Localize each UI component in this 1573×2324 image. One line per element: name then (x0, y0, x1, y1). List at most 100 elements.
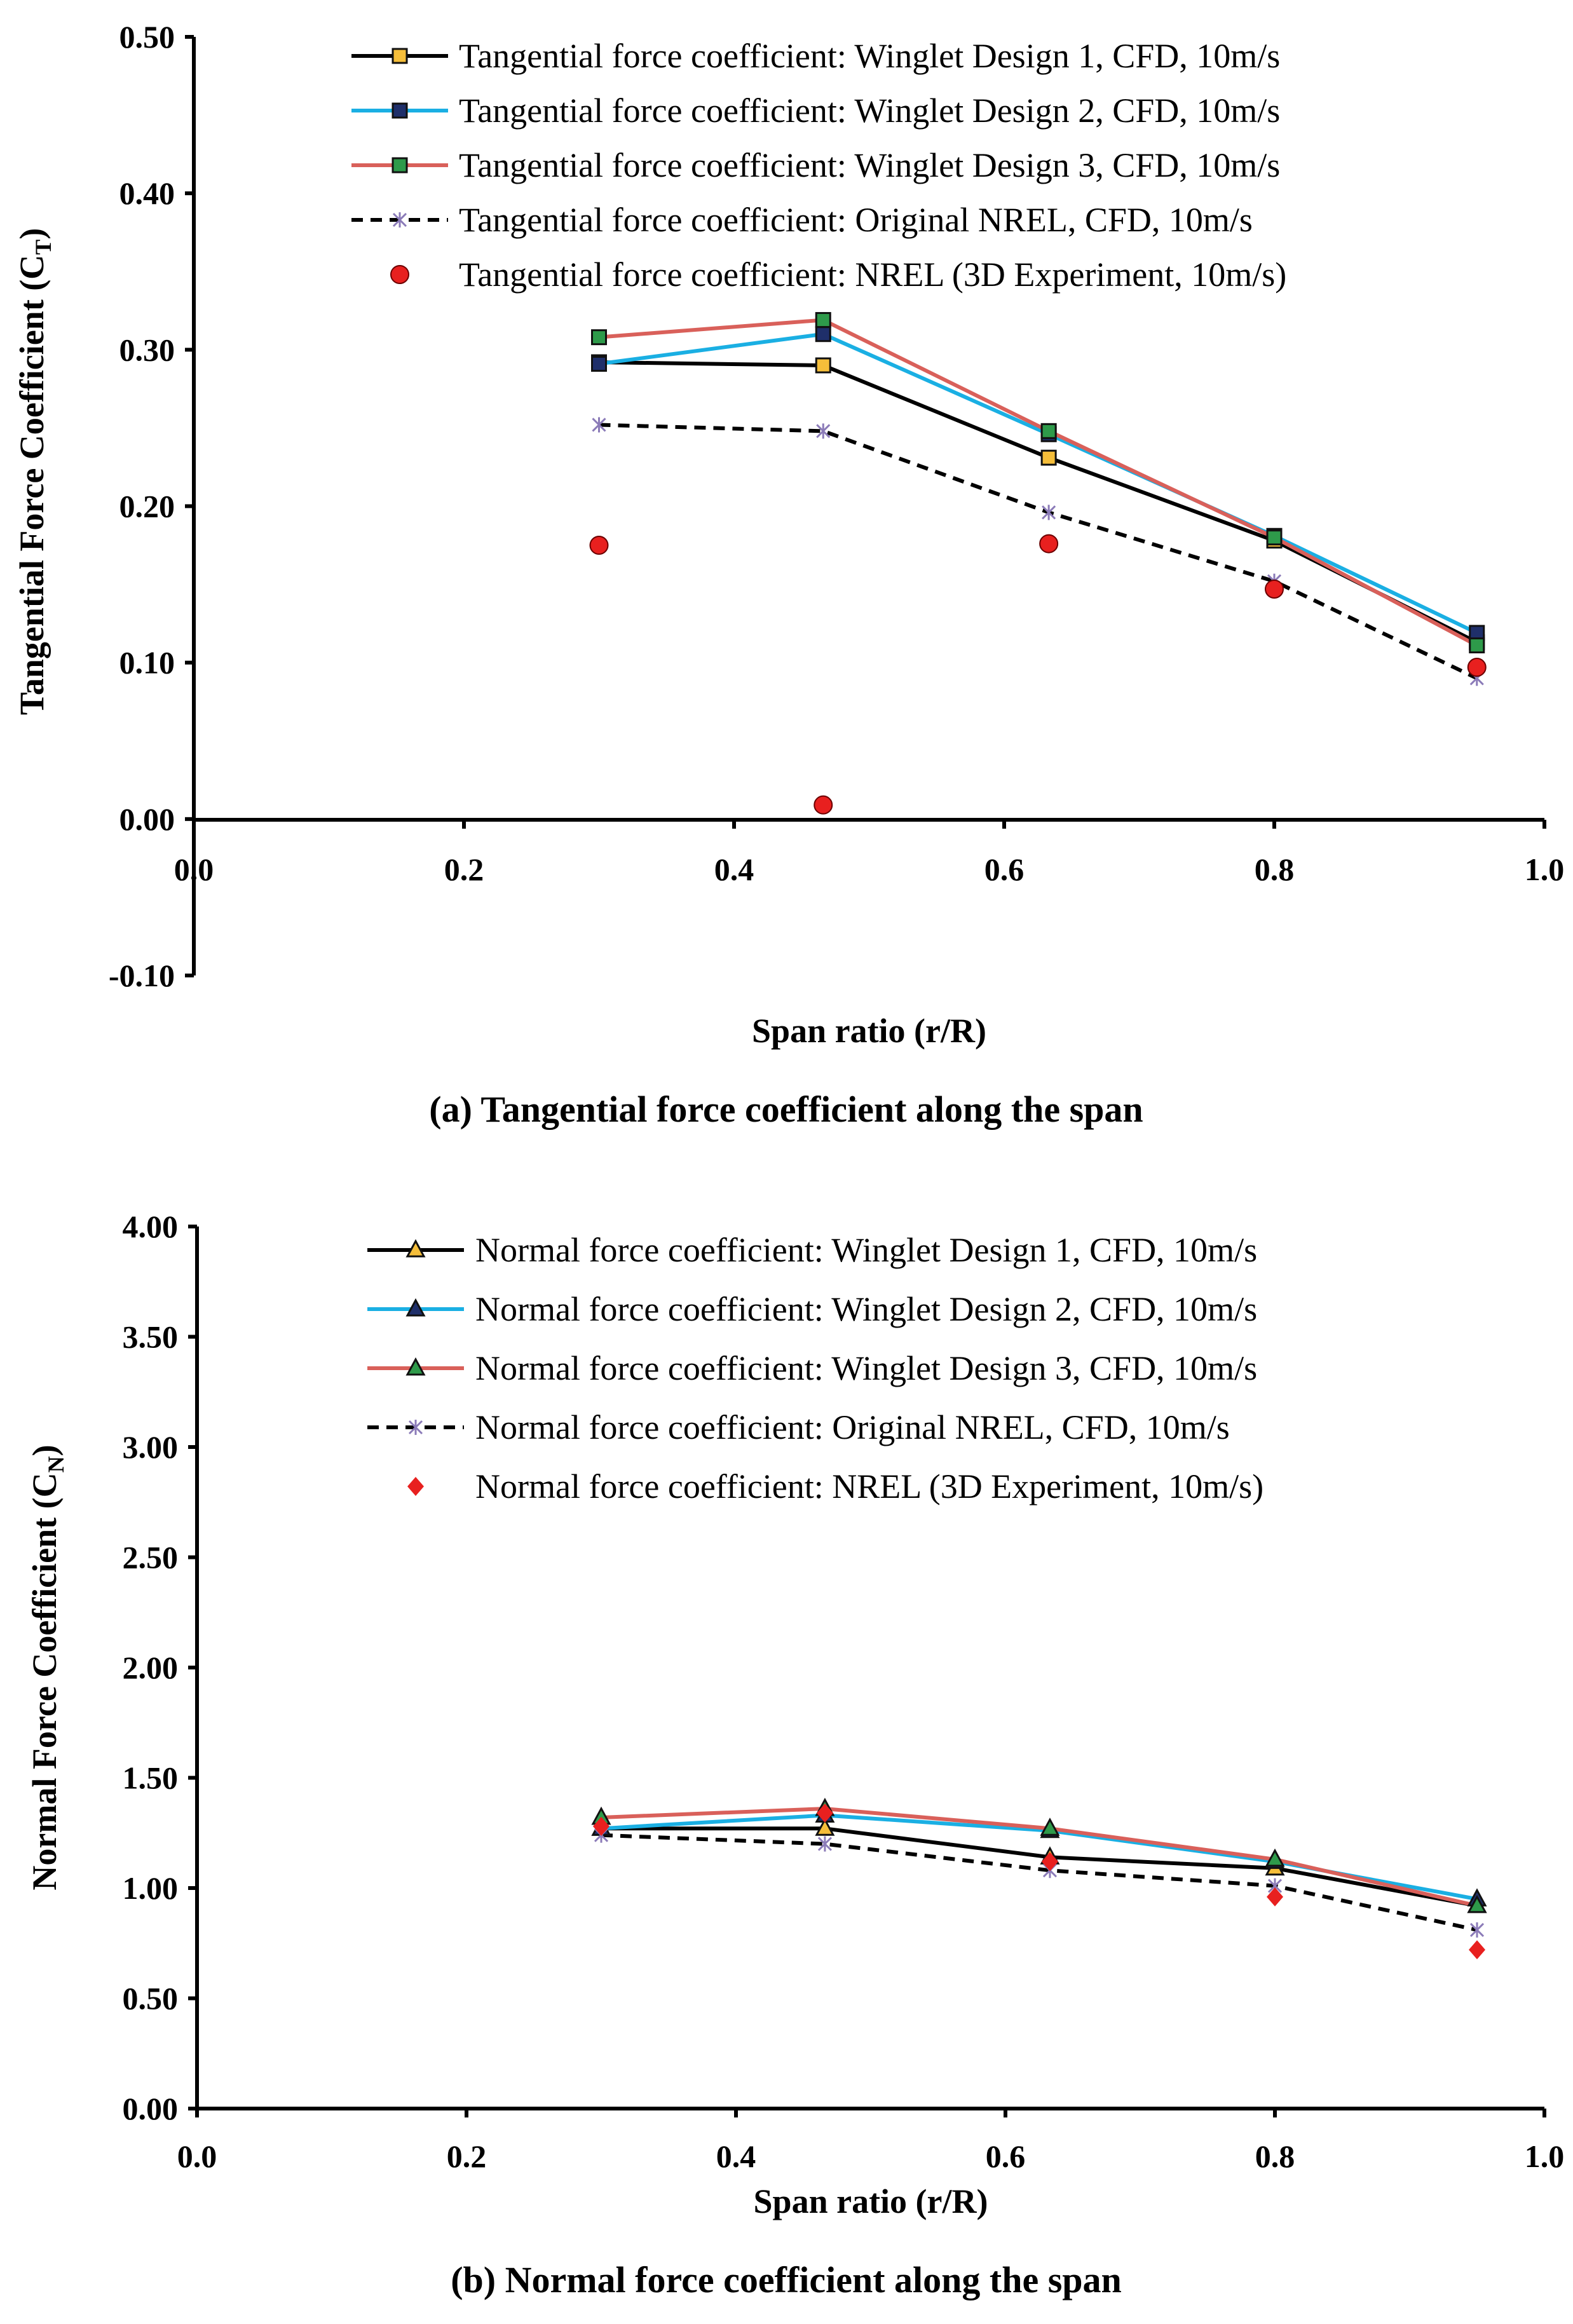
x-tick-label: 0.2 (444, 852, 484, 887)
legend-label-1: Tangential force coefficient: Winglet De… (459, 37, 1280, 75)
legend-marker-1 (405, 1239, 426, 1258)
data-point-s4-2 (816, 423, 831, 439)
y-axis-label-symbol: C (13, 255, 51, 280)
x-tick-label: 0.2 (447, 2138, 487, 2174)
data-point-s1-2 (815, 357, 831, 374)
data-point-s5-1 (589, 536, 609, 555)
y-axis-label: Tangential Force Coefficient (CT) (13, 228, 56, 715)
legend-label-3: Normal force coefficient: Winglet Design… (475, 1349, 1257, 1387)
data-point-s3-5 (1469, 637, 1485, 654)
y-axis-label-paren: ( (13, 280, 51, 299)
legend-label-2: Tangential force coefficient: Winglet De… (459, 92, 1280, 130)
y-tick-label: 4.00 (123, 1209, 179, 1244)
y-tick-label: 0.20 (119, 489, 175, 524)
legend-label-5: Tangential force coefficient: NREL (3D E… (459, 255, 1286, 294)
legend-label-4: Tangential force coefficient: Original N… (459, 201, 1253, 239)
data-point-s4-2 (817, 1836, 832, 1852)
legend-marker-1 (392, 48, 408, 64)
y-tick-label: 0.00 (119, 801, 175, 837)
legend: Tangential force coefficient: Winglet De… (351, 37, 1286, 294)
y-axis-label-paren: ) (25, 1444, 64, 1456)
x-axis-label: Span ratio (r/R) (752, 1012, 986, 1050)
y-axis-label-text: Normal Force Coefficient (25, 1518, 64, 1891)
y-axis-label-paren: ) (13, 228, 51, 240)
x-tick-label: 0.8 (1255, 852, 1295, 887)
data-point-s5-5 (1467, 658, 1487, 677)
x-tick-label: 1.0 (1525, 2138, 1565, 2174)
data-point-s3-3 (1040, 423, 1057, 439)
data-point-s3-2 (815, 312, 831, 329)
y-tick-label: 3.50 (123, 1319, 179, 1355)
data-point-s5-1 (593, 1816, 609, 1836)
y-tick-label: 2.00 (123, 1650, 179, 1685)
data-point-s3-4 (1266, 529, 1283, 546)
data-point-s3-4 (1265, 1848, 1285, 1867)
data-point-s5-3 (1041, 1852, 1058, 1872)
x-tick-label: 0.8 (1255, 2138, 1295, 2174)
legend-marker-4 (392, 212, 407, 228)
y-axis-label-subscript: N (43, 1456, 69, 1472)
y-tick-label: 2.50 (123, 1540, 179, 1575)
legend-label-2: Normal force coefficient: Winglet Design… (475, 1290, 1257, 1328)
data-point-s3-3 (1040, 1818, 1060, 1836)
data-point-s5-5 (1469, 1940, 1485, 1960)
x-axis-label: Span ratio (r/R) (754, 2182, 988, 2220)
x-tick-label: 0.0 (174, 852, 214, 887)
data-point-s1-3 (1040, 449, 1057, 466)
y-tick-label: 0.50 (119, 19, 175, 55)
series-line-3 (599, 318, 1478, 648)
x-tick-label: 0.6 (986, 2138, 1026, 2174)
y-tick-label: 0.40 (119, 175, 175, 211)
data-point-s1-2 (815, 1818, 835, 1836)
legend: Normal force coefficient: Winglet Design… (367, 1231, 1263, 1505)
y-axis-label-paren: ( (25, 1497, 64, 1517)
series-line-4 (601, 1833, 1478, 1932)
x-tick-label: 0.4 (716, 2138, 756, 2174)
data-point-s2-1 (591, 355, 607, 372)
y-tick-label: 1.50 (123, 1760, 179, 1796)
y-tick-label: 0.30 (119, 332, 175, 367)
series-line-1 (601, 1826, 1478, 1908)
legend-marker-5 (390, 265, 409, 284)
data-point-s5-4 (1265, 579, 1284, 599)
legend-marker-3 (405, 1357, 426, 1376)
x-tick-label: 1.0 (1525, 852, 1565, 887)
legend-label-1: Normal force coefficient: Winglet Design… (475, 1231, 1257, 1269)
chart-normal-force: 0.00 0.50 1.00 1.50 2.00 2.50 3.00 3.50 4.00 0.0 0… (25, 1209, 1564, 2300)
y-tick-label: 1.00 (123, 1870, 179, 1906)
y-tick-label: -0.10 (109, 958, 175, 993)
data-point-s4-3 (1042, 505, 1056, 520)
data-point-s5-4 (1267, 1887, 1283, 1906)
x-tick-label: 0.6 (984, 852, 1025, 887)
y-axis-label-text: Tangential Force Coefficient (13, 299, 51, 715)
series-line-4 (599, 423, 1478, 680)
data-point-s3-5 (1467, 1894, 1487, 1913)
legend-label-3: Tangential force coefficient: Winglet De… (459, 146, 1280, 184)
y-tick-label: 0.50 (123, 1981, 179, 2016)
legend-label-5: Normal force coefficient: NREL (3D Exper… (475, 1467, 1263, 1505)
data-point-s5-2 (814, 795, 833, 815)
data-point-s5-2 (816, 1804, 833, 1823)
chart-caption: (a) Tangential force coefficient along t… (429, 1089, 1143, 1130)
data-point-s4-5 (1469, 1922, 1485, 1938)
y-tick-label: 0.00 (123, 2091, 179, 2126)
y-tick-label: 3.00 (123, 1429, 179, 1465)
legend-label-4: Normal force coefficient: Original NREL,… (475, 1408, 1230, 1446)
x-tick-label: 0.4 (714, 852, 754, 887)
series-line-2 (599, 332, 1478, 635)
y-axis-label-symbol: C (25, 1472, 64, 1497)
legend-marker-4 (408, 1420, 423, 1435)
chart-caption: (b) Normal force coefficient along the s… (451, 2259, 1122, 2300)
data-point-s3-1 (591, 329, 607, 346)
legend-marker-2 (392, 102, 408, 119)
y-axis-label: Normal Force Coefficient (CN) (25, 1444, 69, 1890)
y-tick-label: 0.10 (119, 645, 175, 681)
legend-marker-3 (392, 157, 408, 173)
chart-tangential-force: -0.10 0.00 0.10 0.20 0.30 0.40 0.50 0.0 0.2 0.4 0.… (13, 19, 1564, 1130)
data-point-s5-3 (1039, 534, 1059, 554)
legend-marker-2 (405, 1298, 426, 1317)
legend-marker-5 (407, 1477, 424, 1496)
y-axis-label-subscript: T (31, 240, 56, 255)
series-line-1 (599, 360, 1478, 644)
